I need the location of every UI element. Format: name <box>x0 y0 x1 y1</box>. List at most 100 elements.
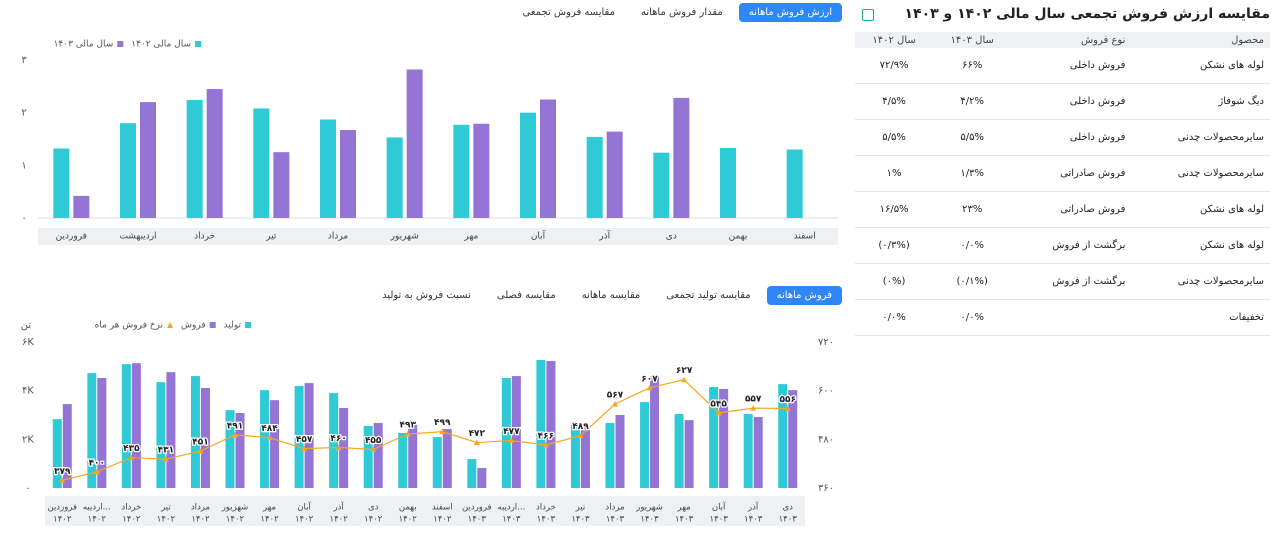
column-header: نوع فروش <box>1011 32 1132 48</box>
bar <box>270 400 280 488</box>
column-header: سال ۱۴۰۲ <box>855 32 934 48</box>
bar <box>640 402 650 488</box>
table-cell: لوله های نشکن <box>1131 48 1270 84</box>
x-tick-label: بهمن <box>399 503 417 513</box>
x-tick-label: مهر <box>677 503 691 513</box>
x-tick-label: دی <box>368 503 379 513</box>
line-marker <box>612 401 618 407</box>
x-tick-label: ۱۴۰۳ <box>468 515 487 525</box>
data-label: ۴۸۴ <box>261 424 278 434</box>
x-tick-label: اردیبه... <box>497 503 525 513</box>
y-tick-label: ۴K <box>22 386 34 397</box>
data-label: ۴۹۱ <box>227 421 243 431</box>
bar <box>786 149 803 218</box>
table-cell: ۴/۵% <box>855 83 934 120</box>
line-marker <box>750 405 757 411</box>
x-tick-label: ۱۴۰۲ <box>122 515 141 525</box>
data-label: ۴۰۰ <box>89 458 105 468</box>
table-row: دیگ شوفاژ فروش داخلی ۴/۲% ۴/۵% <box>855 83 1270 120</box>
bar <box>186 100 203 218</box>
bar <box>753 416 763 488</box>
legend-label: سال مالی ۱۴۰۳ <box>54 40 114 50</box>
x-tick-label: آذر <box>598 230 610 242</box>
bar <box>743 414 753 488</box>
bar <box>501 378 511 488</box>
bar <box>235 413 245 488</box>
bar <box>473 123 490 218</box>
bar <box>398 433 408 488</box>
bar <box>709 387 719 488</box>
x-tick-label: دی <box>666 232 677 242</box>
tab[interactable]: مقایسه تولید تجمعی <box>666 290 751 301</box>
tab[interactable]: مقایسه ماهانه <box>581 290 641 301</box>
table-cell: فروش صادراتی <box>1011 191 1132 228</box>
line-marker <box>128 454 135 461</box>
tab[interactable]: مقدار فروش ماهانه <box>640 7 723 18</box>
data-label: ۴۹۳ <box>399 421 416 431</box>
x-tick-label: ۱۴۰۲ <box>157 515 176 525</box>
bar <box>190 376 200 488</box>
bar <box>131 363 141 488</box>
x-label-strip <box>38 228 838 245</box>
line-marker <box>301 445 308 452</box>
table-cell: ۱% <box>855 155 934 192</box>
bar <box>467 459 477 488</box>
table-cell: دیگ شوفاژ <box>1131 83 1270 120</box>
x-tick-label: ۱۴۰۳ <box>537 515 556 525</box>
bar <box>329 393 339 488</box>
y-tick-label: ۱ <box>21 160 26 171</box>
line-marker <box>542 442 549 448</box>
table-cell: ۰/۰% <box>933 299 1012 336</box>
bar <box>720 147 736 218</box>
x-tick-label: ۱۴۰۲ <box>433 515 452 525</box>
line-marker <box>93 468 100 475</box>
table-cell: ۴/۲% <box>933 83 1012 120</box>
tab[interactable]: فروش ماهانه <box>766 286 842 305</box>
x-tick-label: ۱۴۰۳ <box>571 515 590 525</box>
bar <box>442 429 452 488</box>
data-label: ۴۶۰ <box>330 434 346 444</box>
bar <box>52 419 62 488</box>
data-label: ۶۲۷ <box>676 366 693 376</box>
line-marker <box>59 477 66 483</box>
y2-tick-label: ۳۶۰ <box>818 483 834 494</box>
table-cell: (۰/۱%) <box>933 263 1012 300</box>
bar <box>304 383 314 488</box>
tab[interactable]: مقایسه فروش تجمعی <box>522 7 615 18</box>
bar <box>320 119 336 218</box>
tab[interactable]: نسبت فروش به تولید <box>382 290 471 301</box>
table-cell: فروش صادراتی <box>1011 155 1132 192</box>
y-tick-label: ۲ <box>21 108 26 119</box>
bar <box>53 148 70 218</box>
x-tick-label: اردیبهشت <box>119 232 156 242</box>
bar <box>73 195 90 218</box>
x-tick-label: ۱۴۰۳ <box>779 515 798 525</box>
line-marker <box>646 384 653 391</box>
bar <box>673 97 690 218</box>
data-label: ۳۷۹ <box>54 467 71 477</box>
tab[interactable]: ارزش فروش ماهانه <box>738 3 842 22</box>
bar <box>453 124 470 218</box>
bar <box>674 414 684 488</box>
x-tick-label: شهریور <box>221 503 249 513</box>
bar <box>546 360 556 488</box>
table-body: لوله های نشکن فروش داخلی ۶۶% ۷۲/۹% دیگ شوفاژ… <box>855 48 1270 336</box>
x-tick-label: آذر <box>747 501 759 513</box>
x-tick-label: بهمن <box>729 232 748 242</box>
table-cell: فروش داخلی <box>1011 119 1132 156</box>
legend-swatch <box>195 41 201 47</box>
data-label: ۴۹۹ <box>434 418 451 428</box>
data-label: ۴۵۵ <box>365 436 382 446</box>
bar <box>606 131 623 218</box>
column-header: سال ۱۴۰۳ <box>933 32 1012 48</box>
x-tick-label: ۱۴۰۲ <box>295 515 314 525</box>
x-tick-label: فروردین <box>462 503 492 513</box>
line-marker <box>681 376 688 383</box>
table-cell: ۱/۳% <box>933 155 1012 192</box>
export-icon[interactable] <box>862 9 874 21</box>
tab[interactable]: مقایسه فصلی <box>496 290 556 301</box>
bar <box>200 387 210 488</box>
bar <box>62 404 72 488</box>
x-tick-label: اردیبه... <box>83 503 111 513</box>
data-label: ۶۰۷ <box>641 374 658 384</box>
